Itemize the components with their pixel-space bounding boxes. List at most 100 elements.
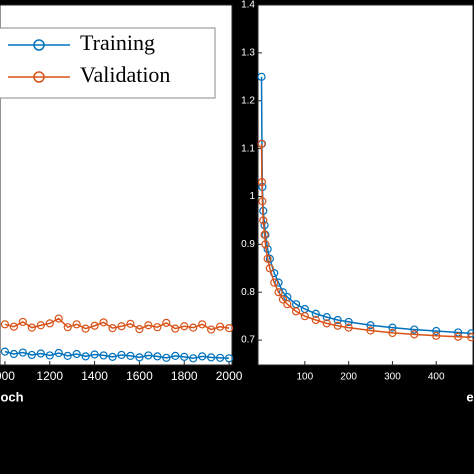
marker [344,317,353,327]
marker [135,324,144,334]
marker [263,245,272,254]
marker [180,352,189,361]
marker [0,320,10,329]
marker [366,326,375,335]
marker [117,322,126,331]
marker [322,313,331,322]
marker [265,254,274,263]
marker [54,348,63,358]
y-tick-label: 1.1 [241,143,255,154]
marker [291,307,301,316]
marker [81,324,90,333]
marker [454,332,463,341]
x-tick-label: 300 [384,372,401,383]
x-axis-label: e [466,389,473,404]
marker [278,295,288,304]
marker [45,351,54,360]
y-tick-label: 1.3 [241,48,255,59]
marker [274,288,283,297]
marker [135,353,144,362]
legend-marker [33,39,45,51]
marker [90,321,99,330]
plot-area [257,4,474,366]
marker [224,354,234,363]
marker [454,328,463,337]
marker [144,351,153,360]
legend-marker [33,71,45,83]
marker [45,319,54,328]
marker [263,254,272,263]
marker [274,278,283,287]
marker [189,354,198,363]
marker [257,72,266,81]
marker [333,321,342,330]
marker [257,178,267,187]
marker [162,318,171,327]
series-line [4,350,230,360]
marker [126,319,135,328]
y-tick-label: 0.9 [241,239,255,250]
marker [63,351,72,361]
marker [432,331,441,340]
marker [72,320,81,329]
x-tick-label: 000 [0,369,15,383]
marker [410,325,419,334]
marker [311,309,320,318]
marker [72,349,81,359]
marker [265,264,274,273]
marker [344,323,353,332]
marker [224,324,234,333]
y-tick-label: 1.4 [241,0,255,11]
marker [388,328,397,338]
y-tick-label: 0.8 [241,287,255,298]
marker [36,349,45,358]
marker [54,314,63,323]
x-tick-label: 100 [297,372,314,383]
marker [432,326,441,336]
x-tick-label: 1800 [171,369,198,383]
marker [410,330,419,339]
marker [108,352,117,361]
marker [99,351,108,360]
marker [153,323,162,332]
x-tick-label: 1600 [126,369,153,383]
marker [261,240,270,249]
marker [0,347,10,356]
marker [322,319,331,328]
marker [171,324,180,333]
marker [9,349,18,359]
legend-label: Validation [80,62,170,87]
marker [207,353,216,362]
marker [18,348,27,357]
marker [207,325,216,334]
marker [9,322,18,331]
legend: Training Validation [0,27,216,99]
marker [171,351,180,361]
marker [283,300,292,309]
x-tick-label: 1200 [36,369,63,383]
x-tick-label: 2000 [216,369,243,383]
marker [18,317,27,327]
marker [180,322,189,331]
marker [27,350,36,360]
series-line [4,317,230,331]
marker [198,320,207,329]
marker [333,315,342,325]
marker [36,321,45,330]
marker [467,333,474,342]
marker [117,350,126,360]
marker [311,315,320,325]
marker [108,324,117,333]
marker [366,321,375,330]
y-tick-label: 1.2 [241,95,255,106]
marker [27,323,36,332]
marker [189,323,198,332]
y-tick-label: 1 [249,191,255,202]
marker [126,351,135,361]
x-tick-label: 200 [340,372,357,383]
marker [90,350,99,359]
marker [258,197,267,206]
marker [270,278,279,287]
marker [99,318,108,327]
marker [260,230,269,239]
